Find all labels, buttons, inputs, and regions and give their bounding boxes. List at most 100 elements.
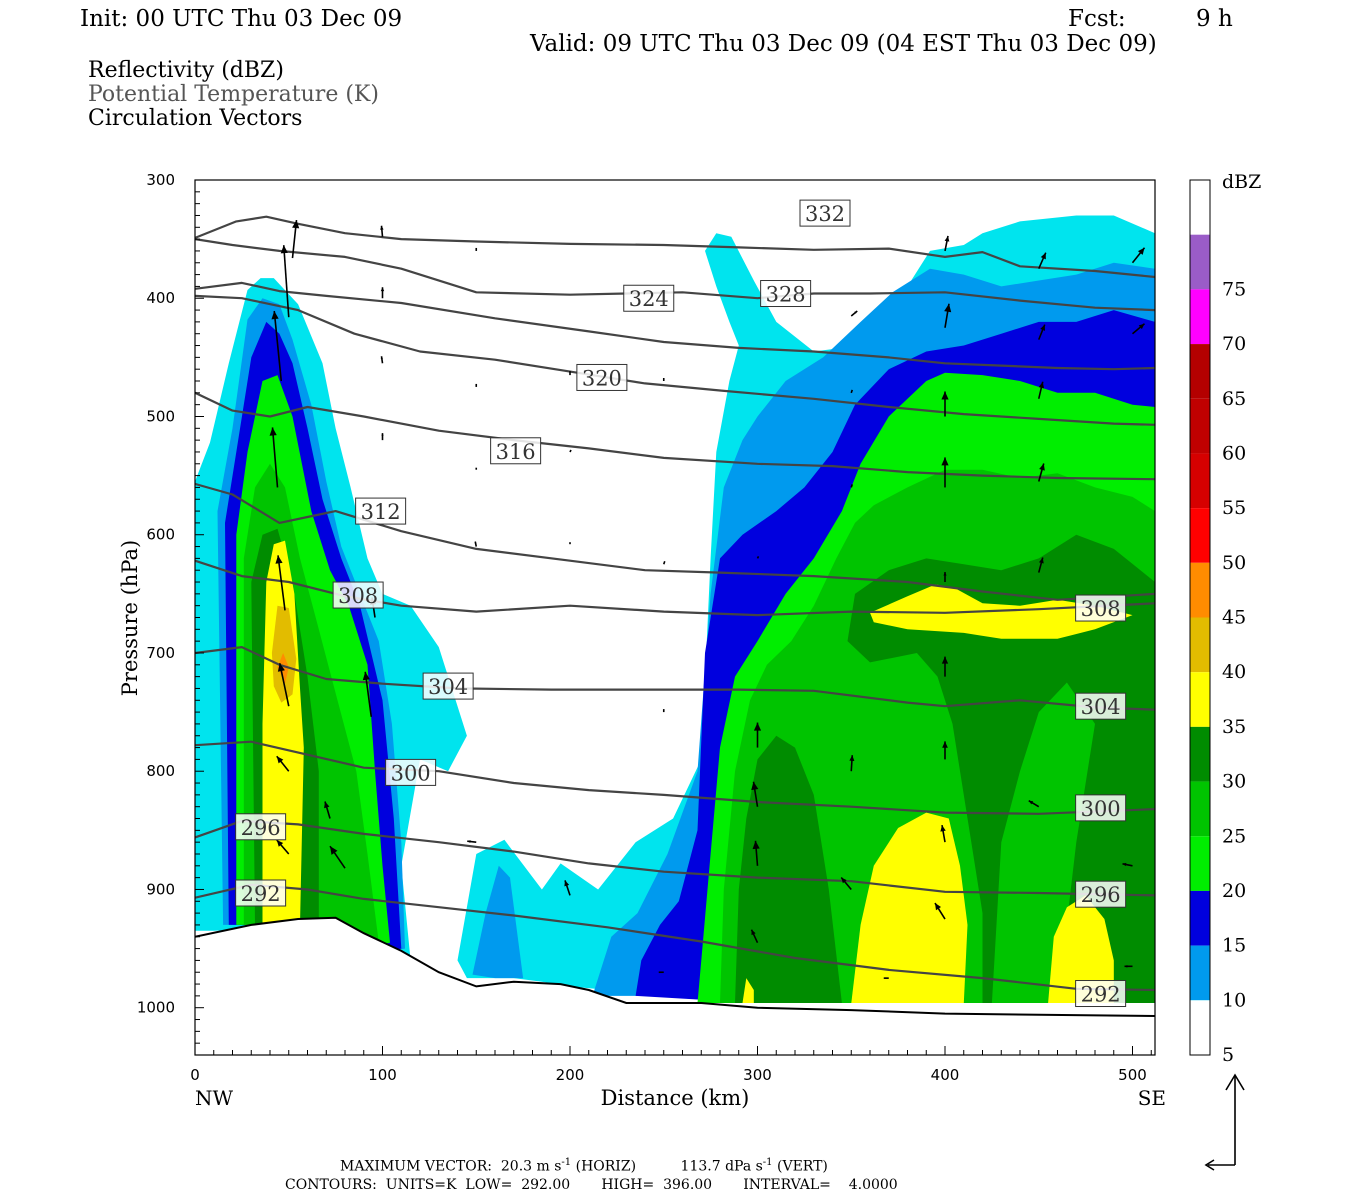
colorbar-bin-30 [1190,726,1210,782]
circulation-vector [850,389,854,394]
colorbar-label: 50 [1222,552,1246,574]
circulation-vector [467,840,477,843]
y-axis-label: Pressure (hPa) [118,540,142,696]
colorbar-bin-45 [1190,562,1210,618]
contour-info-note: CONTOURS: UNITS=K LOW= 292.00 HIGH= 396.… [285,1177,898,1193]
circulation-vector [380,225,384,237]
colorbar-bin-55 [1190,453,1210,509]
circulation-vector [1122,862,1133,867]
colorbar-frame [1189,179,1211,1056]
contour-label: 308 [332,581,384,609]
colorbar-bin-35 [1190,672,1210,727]
contour-label: 292 [1075,980,1127,1008]
circulation-vector [380,356,384,364]
contour-label-text: 292 [241,882,281,906]
circulation-vector [276,839,290,855]
init-time: Init: 00 UTC Thu 03 Dec 09 [80,6,403,32]
circulation-vector [943,572,947,583]
colorbar-label: 40 [1222,661,1246,683]
theta-contour-316 [195,391,1155,481]
contour-label: 296 [1075,880,1127,908]
colorbar-label: 25 [1222,825,1246,847]
circulation-vector [276,755,290,772]
colorbar-label: 15 [1222,935,1246,957]
theta-contour-332 [195,215,1155,279]
colorbar-label: 55 [1222,497,1246,519]
circulation-vector [275,555,286,611]
x-tick-label: 0 [190,1066,200,1084]
reflectivity-35-region [742,978,754,1003]
x-end-label-se: SE [1138,1086,1166,1110]
x-tick-label: 500 [1118,1066,1147,1084]
contour-label-text: 328 [766,283,806,307]
x-axis-label: Distance (km) [601,1086,750,1110]
circulation-vector [1037,557,1044,573]
colorbar-bin-top [1190,180,1210,235]
reflectivity-40-region [271,605,297,703]
circulation-vector [329,845,346,869]
circulation-vector [1124,965,1133,968]
contour-label: 304 [422,672,474,700]
contour-label-layer: 332 328 324 320 316 312 308 308 304 304 300 300 296 2… [235,199,1127,1008]
contour-label: 332 [799,199,851,227]
reflectivity-30-region [735,534,1155,1003]
vector-layer [269,219,1146,979]
circulation-vector [1131,323,1146,335]
valid-time: Valid: 09 UTC Thu 03 Dec 09 (04 EST Thu … [530,31,1157,57]
circulation-vector [941,457,949,488]
contour-label-text: 316 [496,440,536,464]
x-end-label-nw: NW [195,1086,234,1110]
colorbar-label: 75 [1222,278,1246,300]
theta-contour-328 [195,281,1155,371]
contour-label-text: 312 [361,500,401,524]
contour-label-text: 292 [1081,983,1121,1007]
colorbar-bin-65 [1190,344,1210,399]
circulation-vector [849,755,855,772]
contour-label: 308 [1075,594,1127,622]
contour-label-text: 332 [805,202,845,226]
contour-label-text: 308 [1081,597,1121,621]
circulation-vector [380,287,385,299]
field-circulation-vectors: Circulation Vectors [88,106,303,131]
y-tick-label: 500 [146,407,175,425]
circulation-vector [1037,463,1045,482]
colorbar: dBZ 75 70 65 60 55 50 45 40 35 30 25 20 15 10 5 [1189,171,1261,1066]
contour-label: 316 [490,437,542,465]
colorbar-bin-bottom [1190,1000,1210,1055]
circulation-vector [381,433,384,441]
contour-label-text: 296 [1081,883,1121,907]
circulation-vector [750,929,759,944]
circulation-vector [934,902,946,920]
circulation-vector [752,840,760,866]
colorbar-label: 35 [1222,716,1246,738]
circulation-vector [269,427,279,488]
reflectivity-10-region [472,865,524,979]
colorbar-label: 30 [1222,771,1246,793]
terrain-fill [195,917,1155,1055]
theta-contour-308 [195,559,1155,617]
x-tick-label: 100 [368,1066,397,1084]
contour-label-text: 300 [391,761,431,785]
colorbar-bin-15 [1190,890,1210,946]
circulation-vector [942,741,948,760]
theta-contour-296 [195,819,1155,897]
colorbar-bin-60 [1190,398,1210,454]
circulation-vector [1037,381,1045,399]
colorbar-label: 65 [1222,388,1246,410]
contour-label-text: 320 [582,366,622,390]
circulation-vector [291,219,300,259]
contour-label-text: 304 [1081,695,1121,719]
circulation-vector [840,876,852,890]
colorbar-bin-20 [1190,836,1210,891]
y-tick-label: 800 [146,762,175,780]
contour-label: 300 [385,758,437,786]
contour-label-text: 296 [241,816,281,840]
colorbar-label: 20 [1222,880,1246,902]
colorbar-bin-40 [1190,617,1210,673]
colorbar-bin-50 [1190,508,1210,563]
colorbar-label: 60 [1222,442,1246,464]
circulation-vector [941,391,949,417]
circulation-vector [883,977,889,979]
circulation-vector [658,971,664,974]
contour-label: 304 [1075,692,1127,720]
